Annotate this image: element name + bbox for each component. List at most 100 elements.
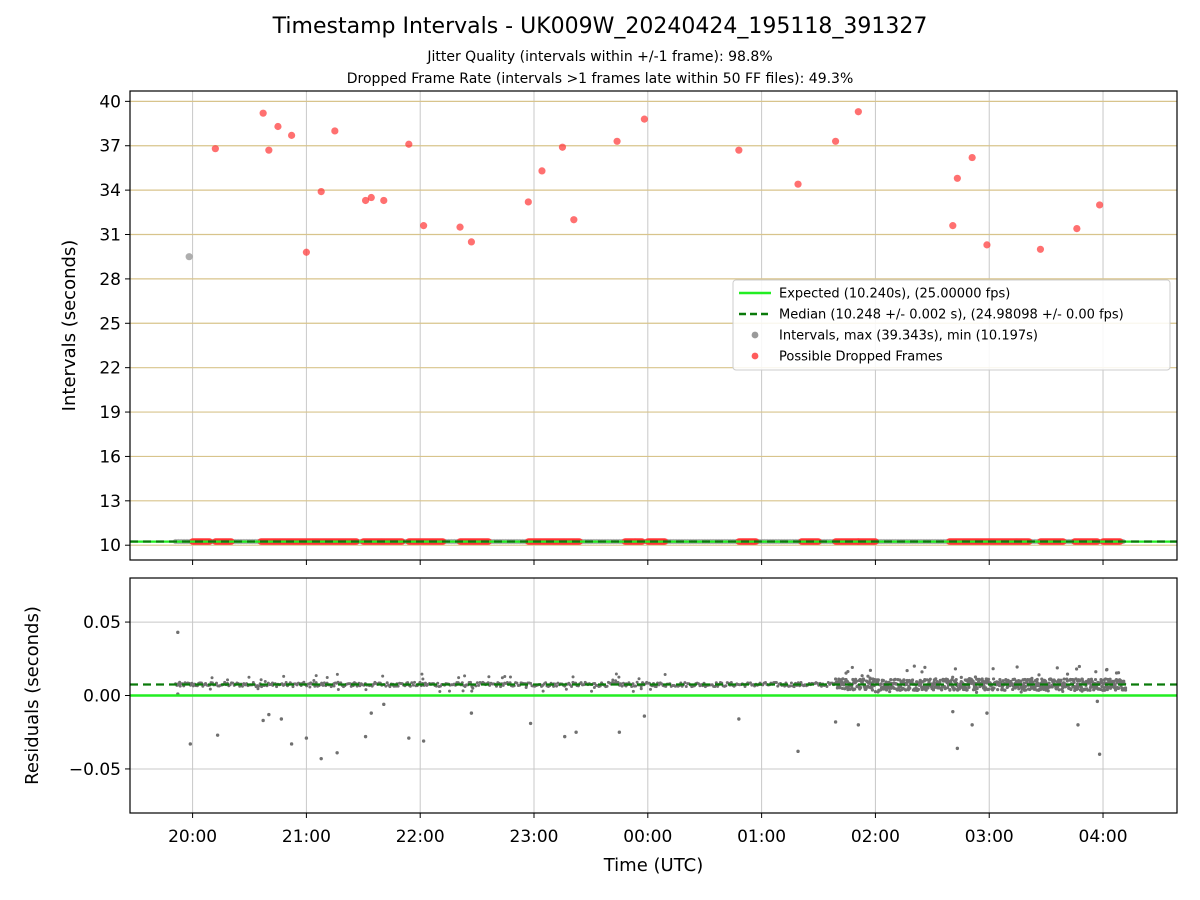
- residual-point: [953, 687, 957, 691]
- x-tick-label: 20:00: [168, 827, 217, 847]
- intervals-panel: 10 13 16 19 22 25 28 31 34 37 40 Intervals (seconds…: [59, 90, 1178, 565]
- dropped-frame-point: [953, 174, 961, 182]
- residual-point: [868, 676, 872, 680]
- residual-point: [1073, 688, 1077, 693]
- residual-point: [256, 687, 260, 691]
- residual-point: [1029, 678, 1033, 682]
- residual-outlier-point: [176, 630, 180, 635]
- residual-point: [1081, 680, 1085, 684]
- residual-point: [508, 675, 512, 679]
- residual-outlier-point: [267, 712, 271, 717]
- dropped-frame-point: [265, 146, 273, 154]
- residual-point: [915, 680, 919, 684]
- residual-point: [991, 667, 995, 671]
- residual-point: [631, 689, 635, 693]
- residual-point: [529, 681, 533, 685]
- dropped-frame-point: [613, 137, 621, 145]
- residual-point: [1055, 666, 1059, 670]
- x-tick-label: 01:00: [737, 827, 786, 847]
- residual-point: [974, 690, 979, 694]
- residual-point: [1015, 665, 1019, 669]
- residual-point: [500, 676, 504, 680]
- residual-outlier-point: [951, 709, 955, 714]
- residual-point: [1037, 673, 1041, 677]
- residual-point: [381, 674, 385, 678]
- residual-point: [364, 688, 368, 692]
- residual-point: [314, 674, 318, 678]
- residual-point: [190, 681, 194, 685]
- residual-point: [860, 674, 864, 678]
- residual-outlier-point: [1076, 723, 1080, 727]
- residual-point: [1022, 681, 1026, 685]
- residual-point: [893, 677, 897, 681]
- legend-dropped-swatch: [751, 352, 759, 360]
- dropped-frame-point: [331, 127, 339, 135]
- x-axis-label: Time (UTC): [603, 855, 704, 876]
- residual-outlier-point: [369, 711, 373, 715]
- residual-point: [349, 684, 353, 688]
- residual-point: [938, 678, 942, 682]
- residual-point: [411, 683, 415, 687]
- residual-point: [1108, 677, 1112, 681]
- residual-point: [879, 682, 883, 686]
- residual-point: [438, 689, 442, 693]
- residual-point: [931, 688, 936, 692]
- residual-point: [614, 679, 618, 683]
- residual-outlier-point: [469, 711, 474, 715]
- residual-point: [423, 681, 427, 685]
- residual-point: [743, 685, 747, 689]
- residual-point: [291, 685, 295, 689]
- residual-point: [282, 674, 286, 678]
- residual-point: [579, 681, 583, 685]
- residual-point: [231, 681, 235, 685]
- top-axes-frame: [129, 90, 1178, 561]
- residual-point: [223, 680, 227, 684]
- top-ytick-label: 28: [99, 270, 121, 290]
- dropped-frame-point: [794, 180, 802, 188]
- residual-point: [634, 684, 638, 688]
- residual-point: [1113, 683, 1117, 687]
- residual-point: [1116, 671, 1121, 675]
- residual-outlier-point: [421, 739, 426, 743]
- residual-point: [729, 680, 733, 684]
- residual-point: [683, 681, 687, 685]
- residual-point: [833, 677, 838, 681]
- bottom-ytick-label: 0.00: [83, 687, 121, 707]
- dropped-frame-point: [640, 115, 648, 123]
- residual-point: [1092, 688, 1096, 692]
- residual-point: [257, 684, 261, 688]
- residual-point: [541, 689, 545, 693]
- dropped-frame-point: [467, 238, 476, 246]
- top-y-axis-label: Intervals (seconds): [59, 240, 80, 412]
- residual-point: [1047, 681, 1051, 685]
- residual-outlier-point: [955, 746, 960, 751]
- residual-point: [887, 686, 892, 691]
- dropped-frame-point: [831, 137, 840, 145]
- residual-outlier-point: [737, 717, 741, 721]
- dropped-frame-point: [1096, 201, 1104, 209]
- residual-outlier-point: [617, 730, 622, 734]
- dropped-frame-point: [274, 122, 282, 131]
- residual-point: [639, 687, 643, 691]
- dropped-frame-point: [1073, 224, 1081, 233]
- residual-point: [487, 675, 491, 679]
- residual-point: [948, 687, 952, 692]
- residual-point: [332, 684, 336, 688]
- residual-point: [471, 686, 475, 690]
- residual-point: [884, 680, 888, 684]
- residual-point: [631, 682, 635, 686]
- residual-point: [1017, 687, 1021, 691]
- residual-point: [969, 681, 974, 685]
- bottom-y-axis-label: Residuals (seconds): [22, 606, 43, 785]
- bottom-axes-frame: [129, 577, 1178, 814]
- residual-point: [916, 687, 921, 691]
- residual-point: [846, 669, 850, 674]
- residual-point: [868, 668, 873, 672]
- interval-outlier-point: [185, 253, 193, 261]
- residual-point: [605, 684, 609, 688]
- residual-point: [410, 681, 414, 685]
- dropped-frame-point: [361, 196, 370, 205]
- residual-point: [325, 676, 329, 680]
